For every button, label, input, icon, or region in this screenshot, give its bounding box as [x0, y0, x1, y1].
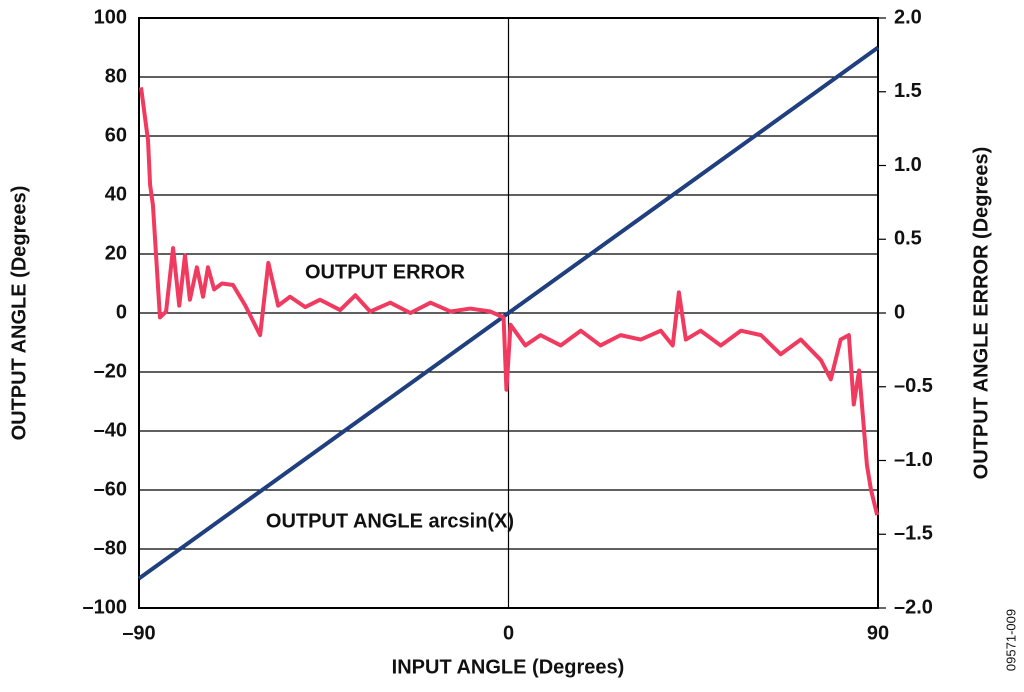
y2-tick-label: 2.0: [894, 6, 922, 28]
series-label: OUTPUT ERROR: [305, 261, 466, 283]
y-axis-title: OUTPUT ANGLE (Degrees): [8, 186, 30, 441]
x-tick-label: –90: [122, 622, 155, 644]
y-tick-label: 60: [105, 124, 127, 146]
y-tick-label: 100: [94, 6, 127, 28]
y-tick-label: 40: [105, 183, 127, 205]
x-axis-title: INPUT ANGLE (Degrees): [392, 656, 625, 678]
y-tick-label: 20: [105, 242, 127, 264]
y2-tick-label: –0.5: [894, 375, 933, 397]
y2-tick-label: 1.5: [894, 80, 922, 102]
y-tick-label: –60: [94, 478, 127, 500]
y2-tick-label: –1.0: [894, 449, 933, 471]
series-label: OUTPUT ANGLE arcsin(X): [266, 510, 514, 532]
y-tick-label: –100: [83, 596, 128, 618]
y2-tick-label: –2.0: [894, 596, 933, 618]
figure-code: 09571-009: [1003, 609, 1018, 671]
y-tick-label: –40: [94, 419, 127, 441]
y-tick-label: –80: [94, 537, 127, 559]
y2-tick-label: 0.5: [894, 228, 922, 250]
x-tick-label: 90: [867, 622, 889, 644]
plot-frame: [138, 17, 879, 609]
series-line: [139, 87, 880, 516]
y-tick-label: 0: [116, 301, 127, 323]
y2-tick-label: 0: [894, 301, 905, 323]
y-tick-label: –20: [94, 360, 127, 382]
x-tick-label: 0: [503, 622, 514, 644]
series-line: [137, 45, 880, 581]
y-tick-label: 80: [105, 65, 127, 87]
y2-tick-label: 1.0: [894, 154, 922, 176]
y2-tick-label: –1.5: [894, 523, 933, 545]
y2-axis-title: OUTPUT ANGLE ERROR (Degrees): [970, 147, 992, 480]
